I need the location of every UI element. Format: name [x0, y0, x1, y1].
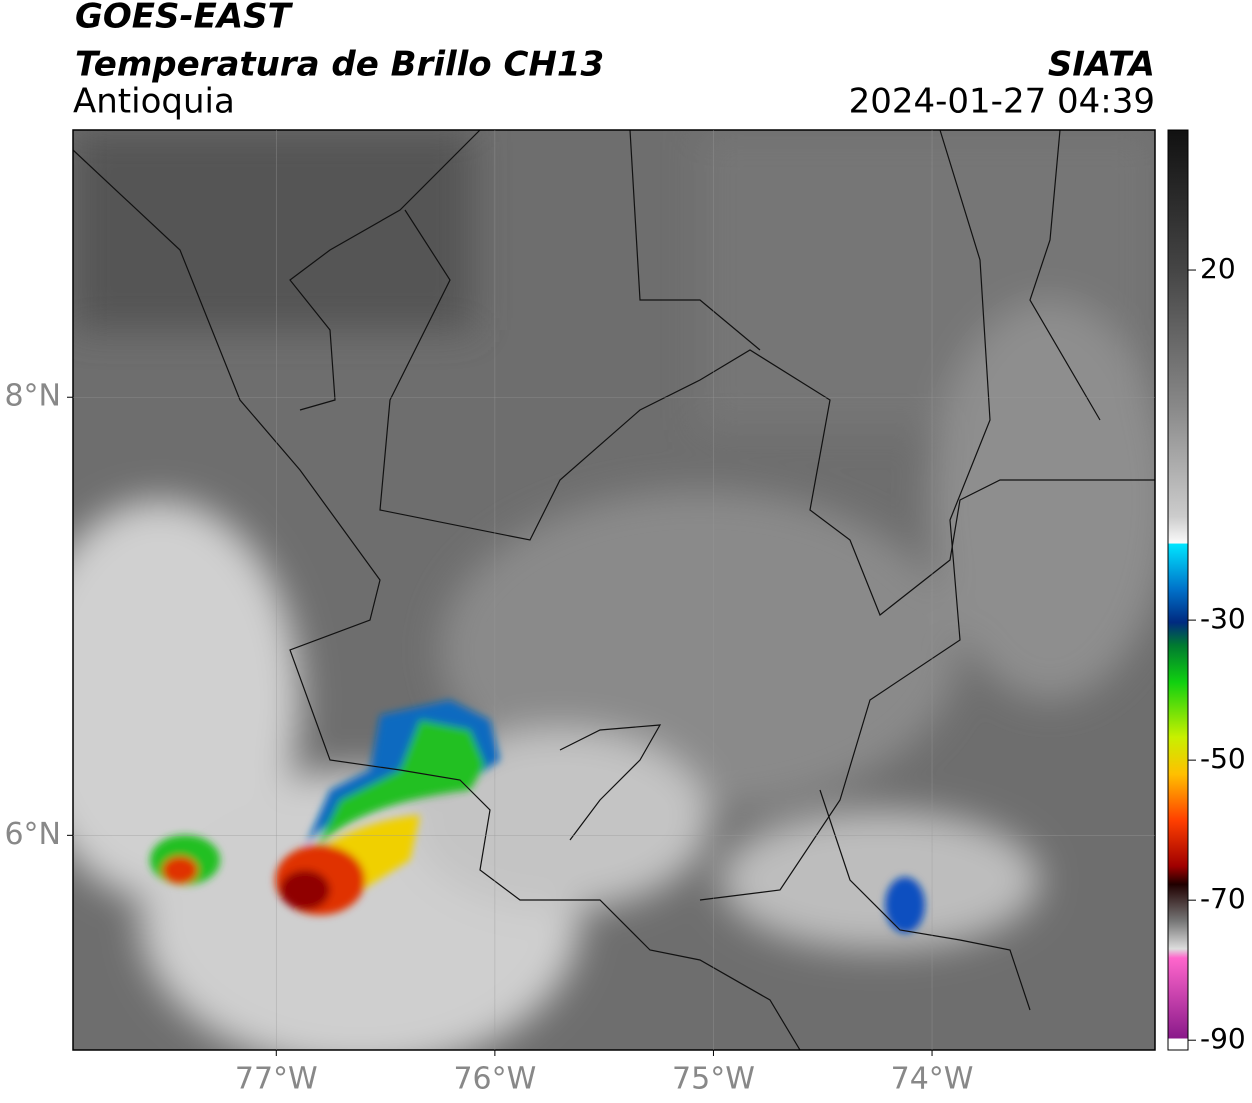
region: Antioquia — [73, 82, 235, 122]
title: GOES-EAST — [75, 0, 294, 37]
agency: SIATA — [1048, 45, 1155, 85]
y-tick-label: 6°N — [4, 817, 61, 852]
x-tick-label: 77°W — [235, 1062, 318, 1097]
colorbar-tick-label: 20 — [1200, 252, 1236, 285]
x-tick-label: 75°W — [672, 1062, 755, 1097]
map-frame — [72, 129, 1156, 1051]
colorbar-tick-label: -50 — [1200, 742, 1246, 775]
datetime: 2024-01-27 04:39 — [849, 82, 1155, 122]
subtitle: Temperatura de Brillo CH13 — [75, 45, 604, 85]
y-tick-label: 8°N — [4, 379, 61, 414]
colorbar — [1167, 129, 1189, 1051]
map-image — [73, 130, 1155, 1050]
x-tick-label: 76°W — [453, 1062, 536, 1097]
colorbar-tick-label: -70 — [1200, 882, 1246, 915]
x-tick-label: 74°W — [891, 1062, 974, 1097]
colorbar-tick-label: -30 — [1200, 602, 1246, 635]
colorbar-tick-label: -90 — [1200, 1022, 1246, 1055]
